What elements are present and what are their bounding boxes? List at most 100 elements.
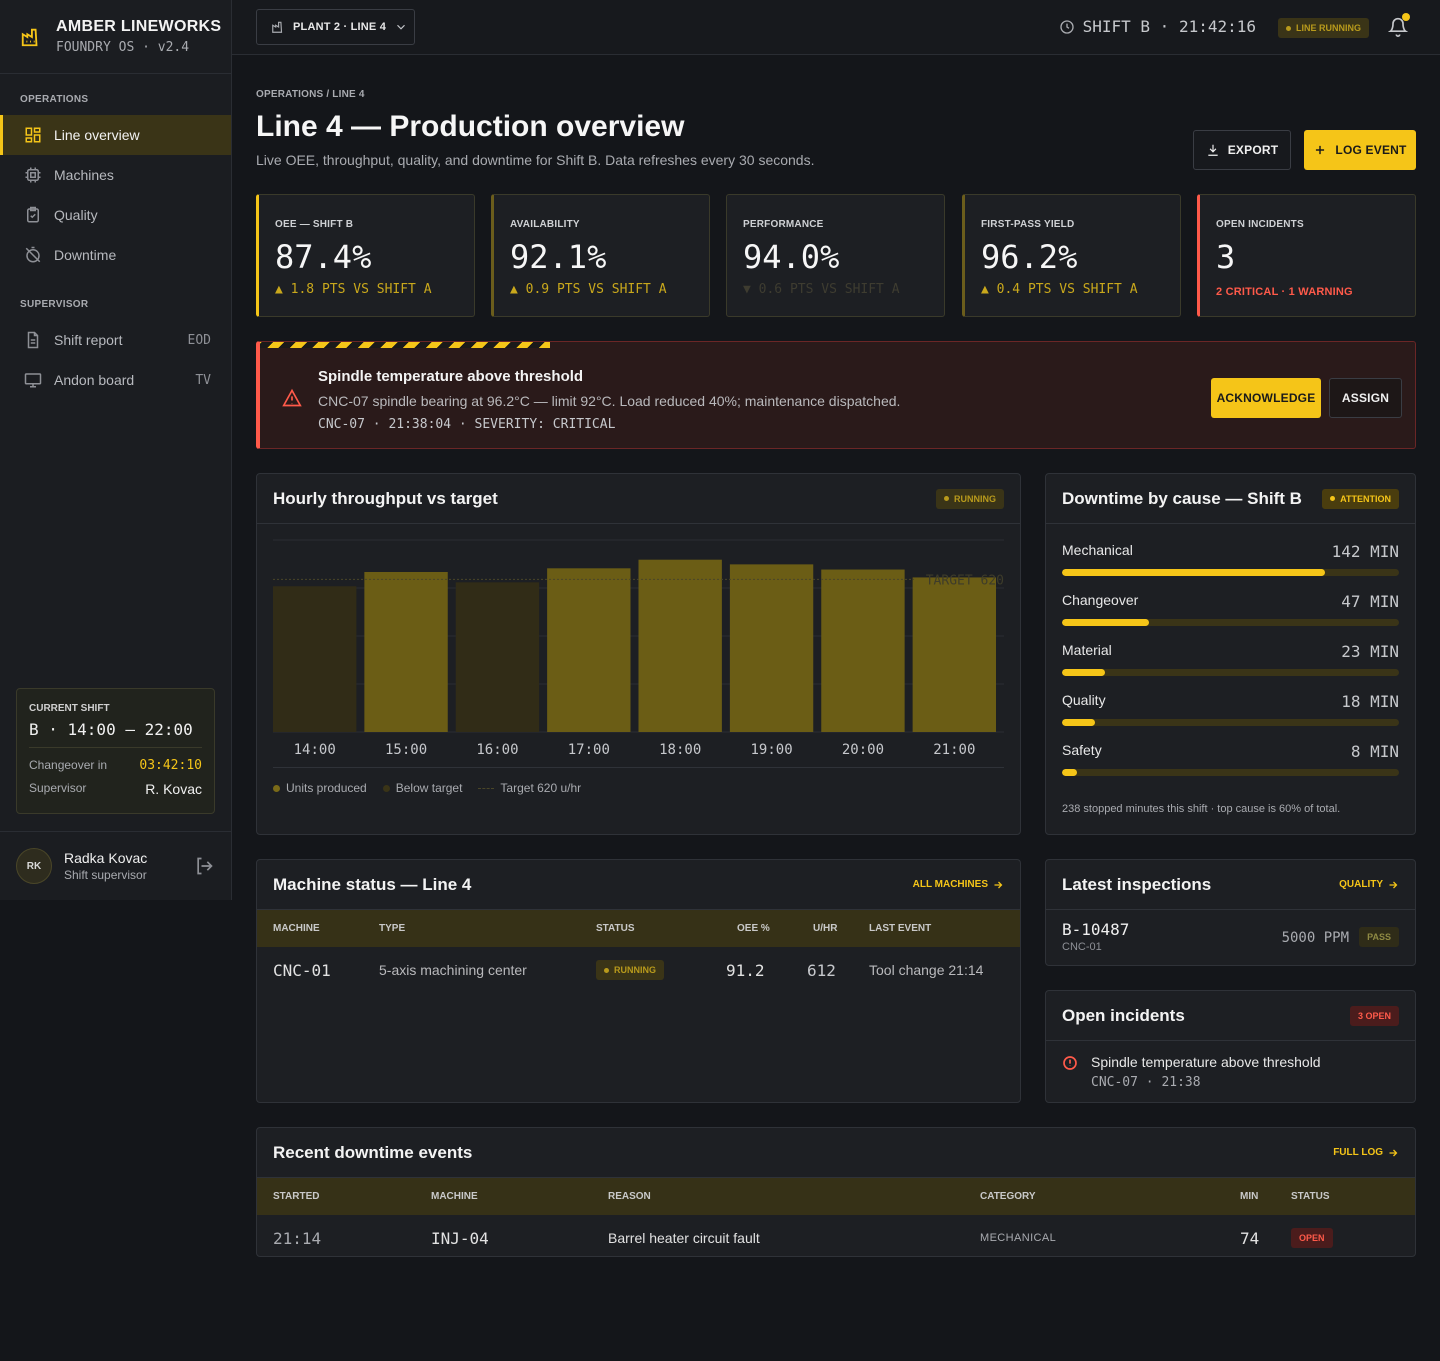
current-shift-label: CURRENT SHIFT bbox=[29, 703, 110, 714]
machine-status-title: Machine status — Line 4 bbox=[273, 874, 472, 894]
topbar: PLANT 2 · LINE 4 SHIFT B · 21:42:16 LINE… bbox=[232, 0, 1440, 55]
downtime-minutes: 47 MIN bbox=[1341, 592, 1399, 611]
log-event-button[interactable]: LOG EVENT bbox=[1304, 130, 1416, 170]
chip-icon bbox=[25, 167, 41, 183]
bar-16:00[interactable] bbox=[455, 582, 540, 732]
shift-clock: SHIFT B · 21:42:16 bbox=[1059, 17, 1256, 36]
alert-circle-icon bbox=[1063, 1056, 1077, 1070]
all-machines-link[interactable]: ALL MACHINES bbox=[913, 879, 1004, 891]
machine-status-card: Machine status — Line 4 ALL MACHINES MAC… bbox=[256, 859, 1021, 1103]
downtime-status-text: ATTENTION bbox=[1340, 493, 1391, 504]
kpi-label: OEE — SHIFT B bbox=[275, 219, 354, 230]
machine-table-header: MACHINE TYPE STATUS OEE % U/HR LAST EVEN… bbox=[257, 910, 1020, 947]
throughput-status-text: RUNNING bbox=[954, 493, 996, 504]
throughput-chart: TARGET 620 14:00 15:00 16:00 17:00 18:00 19:0… bbox=[273, 539, 1004, 758]
bar-21:00[interactable] bbox=[912, 577, 996, 732]
kpi-delta: ▲ 0.4 PTS VS SHIFT A bbox=[981, 282, 1138, 297]
nav-item-machines[interactable]: Machines bbox=[0, 155, 231, 195]
bar-18:00[interactable] bbox=[638, 559, 722, 732]
downtime-bar-track bbox=[1062, 619, 1399, 626]
legend-units-produced: Units produced bbox=[273, 781, 367, 795]
kpi-label: AVAILABILITY bbox=[510, 219, 580, 230]
current-shift-panel: CURRENT SHIFT B · 14:00 – 22:00 Changeov… bbox=[16, 688, 215, 814]
brand-version: FOUNDRY OS · v2.4 bbox=[56, 40, 190, 55]
user-name: Radka Kovac bbox=[64, 850, 148, 866]
avatar[interactable]: RK bbox=[16, 848, 52, 884]
inspection-machine: CNC-01 bbox=[1062, 941, 1102, 953]
table-row[interactable]: CNC-01 5-axis machining center RUNNING 9… bbox=[257, 947, 1020, 993]
downtime-status-badge: ATTENTION bbox=[1322, 488, 1399, 509]
inspections-header: Latest inspections QUALITY bbox=[1046, 860, 1415, 910]
nav-heading-supervisor: SUPERVISOR bbox=[20, 299, 89, 310]
factory-icon bbox=[272, 21, 283, 33]
full-log-link[interactable]: FULL LOG bbox=[1333, 1147, 1399, 1159]
bar-20:00[interactable] bbox=[821, 569, 905, 732]
event-machine: INJ-04 bbox=[431, 1228, 489, 1248]
bar-15:00[interactable] bbox=[364, 572, 448, 732]
line-status-text: LINE RUNNING bbox=[1296, 23, 1361, 33]
x-tick-label: 19:00 bbox=[750, 742, 792, 758]
plus-icon bbox=[1316, 145, 1325, 155]
bar-17:00[interactable] bbox=[547, 568, 631, 732]
chart-bars bbox=[273, 559, 996, 732]
bar-19:00[interactable] bbox=[729, 564, 814, 732]
warning-triangle-icon bbox=[282, 388, 302, 407]
throughput-card: Hourly throughput vs target RUNNING TARG… bbox=[256, 473, 1021, 835]
assign-button[interactable]: ASSIGN bbox=[1329, 378, 1402, 418]
x-tick-label: 14:00 bbox=[294, 742, 336, 758]
supervisor-label: Supervisor bbox=[29, 781, 87, 795]
downtime-bar-track bbox=[1062, 719, 1399, 726]
notifications-button[interactable] bbox=[1387, 13, 1410, 43]
nav-item-andon-board[interactable]: Andon board TV bbox=[0, 360, 231, 400]
throughput-title: Hourly throughput vs target bbox=[273, 488, 498, 508]
clipboard-check-icon bbox=[27, 206, 39, 223]
kpi-delta: ▼ 0.6 PTS VS SHIFT A bbox=[743, 282, 900, 297]
inspections-card: Latest inspections QUALITY B-10487 CNC-0… bbox=[1045, 859, 1416, 966]
nav-item-line-overview[interactable]: Line overview bbox=[0, 115, 231, 155]
machine-type: 5-axis machining center bbox=[379, 962, 527, 978]
bar-14:00[interactable] bbox=[273, 586, 357, 732]
machine-uhr: 612 bbox=[807, 960, 836, 980]
downtime-cause: Quality bbox=[1062, 692, 1106, 708]
downtime-footer: 238 stopped minutes this shift · top cau… bbox=[1062, 803, 1341, 815]
nav-item-shift-report[interactable]: Shift report EOD bbox=[0, 320, 231, 360]
nav-item-downtime[interactable]: Downtime bbox=[0, 235, 231, 275]
downtime-minutes: 23 MIN bbox=[1341, 642, 1399, 661]
logout-icon[interactable] bbox=[194, 856, 214, 876]
kpi-label: OPEN INCIDENTS bbox=[1216, 219, 1304, 230]
nav-label: Machines bbox=[54, 167, 114, 183]
legend-target: Target 620 u/hr bbox=[478, 781, 581, 795]
kpi-oee: OEE — SHIFT B 87.4% ▲ 1.8 PTS VS SHIFT A bbox=[256, 194, 475, 317]
alert-body: CNC-07 spindle bearing at 96.2°C — limit… bbox=[318, 393, 901, 409]
chevron-down-icon bbox=[397, 24, 405, 30]
acknowledge-button[interactable]: ACKNOWLEDGE bbox=[1211, 378, 1321, 418]
arrow-right-icon bbox=[1389, 1149, 1398, 1156]
downtime-bar-track bbox=[1062, 669, 1399, 676]
x-tick-label: 21:00 bbox=[933, 742, 975, 758]
event-minutes: 74 bbox=[1240, 1228, 1260, 1248]
status-badge: RUNNING bbox=[596, 960, 664, 980]
event-reason: Barrel heater circuit fault bbox=[608, 1230, 760, 1246]
critical-alert-banner: Spindle temperature above threshold CNC-… bbox=[256, 341, 1416, 449]
changeover-label: Changeover in bbox=[29, 758, 108, 772]
list-item[interactable]: Spindle temperature above threshold CNC-… bbox=[1046, 1041, 1415, 1101]
nav-item-quality[interactable]: Quality bbox=[0, 195, 231, 235]
x-tick-label: 15:00 bbox=[385, 742, 427, 758]
list-item[interactable]: B-10487 CNC-01 5000 PPM PASS bbox=[1046, 910, 1415, 966]
supervisor-value: R. Kovac bbox=[145, 781, 202, 797]
machine-oee: 91.2 bbox=[726, 960, 765, 980]
downtime-row-mechanical: Mechanical 142 MIN bbox=[1062, 542, 1399, 576]
downtime-list: Mechanical 142 MIN Changeover 47 MIN Materia… bbox=[1046, 524, 1415, 776]
plant-selector[interactable]: PLANT 2 · LINE 4 bbox=[256, 9, 415, 45]
kpi-delta: 2 CRITICAL · 1 WARNING bbox=[1216, 286, 1353, 298]
downtime-bar-fill bbox=[1062, 719, 1096, 726]
quality-link[interactable]: QUALITY bbox=[1339, 879, 1399, 891]
export-button[interactable]: EXPORT bbox=[1193, 130, 1291, 170]
downtime-bar-fill bbox=[1062, 669, 1105, 676]
machine-status-header: Machine status — Line 4 ALL MACHINES bbox=[257, 860, 1020, 910]
recent-downtime-title: Recent downtime events bbox=[273, 1142, 473, 1162]
inspections-title: Latest inspections bbox=[1062, 874, 1212, 894]
table-row[interactable]: 21:14 INJ-04 Barrel heater circuit fault… bbox=[257, 1215, 1415, 1261]
kpi-first-pass-yield: FIRST-PASS YIELD 96.2% ▲ 0.4 PTS VS SHIF… bbox=[962, 194, 1181, 317]
sidebar: AMBER LINEWORKS FOUNDRY OS · v2.4 OPERAT… bbox=[0, 0, 232, 900]
